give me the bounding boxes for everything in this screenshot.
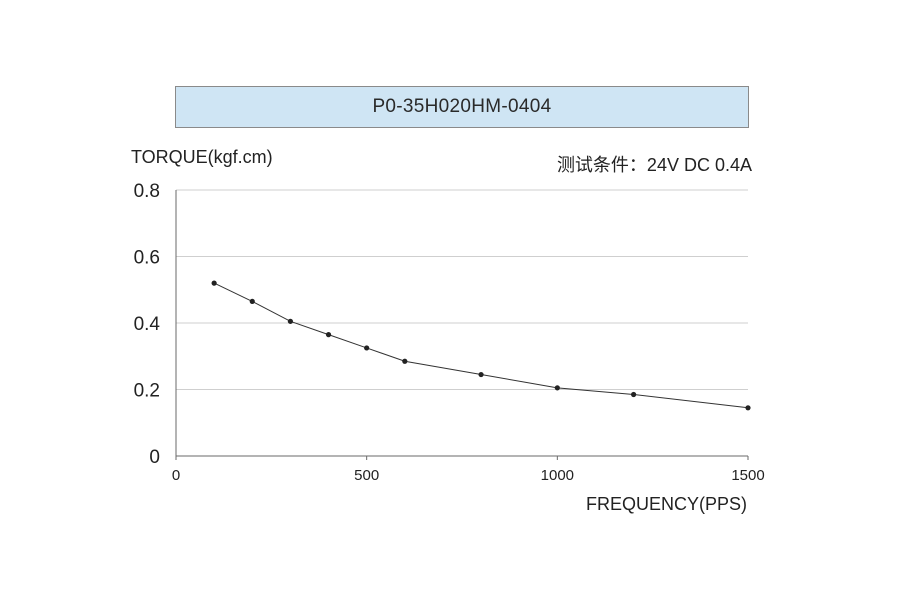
data-point-0 (211, 280, 217, 286)
data-point-2 (287, 318, 293, 324)
x-tick-label-1: 500 (354, 467, 379, 484)
tick-layer: 0 0.2 0.4 0.6 0.8 0 500 1000 1500 (134, 181, 765, 484)
chart-title: P0-35H020HM-0404 (372, 96, 552, 117)
series-layer (211, 280, 751, 411)
grid-layer (176, 189, 748, 390)
y-tick-label-3: 0.6 (134, 248, 160, 269)
data-point-4 (364, 345, 370, 351)
x-tick-label-3: 1500 (731, 467, 764, 484)
axis-layer (175, 190, 748, 457)
series-line-0 (213, 282, 749, 409)
data-point-1 (249, 298, 255, 304)
data-point-8 (631, 391, 637, 398)
x-tick-label-0: 0 (172, 467, 180, 484)
data-point-5 (402, 358, 408, 364)
chart-title-box: P0-35H020HM-0404 (175, 86, 749, 128)
y-tick-label-2: 0.4 (134, 314, 161, 335)
y-tick-label-4: 0.8 (134, 181, 160, 202)
y-tick-label-1: 0.2 (134, 381, 160, 402)
test-condition: 测试条件：24V DC 0.4A (556, 155, 752, 175)
data-point-7 (554, 385, 560, 391)
data-point-3 (325, 332, 332, 338)
y-tick-label-0: 0 (149, 447, 160, 468)
data-point-9 (745, 405, 751, 411)
x-axis-label: FREQUENCY(PPS) (585, 494, 747, 514)
y-axis-label: TORQUE(kgf.cm) (131, 147, 273, 167)
x-tick-label-2: 1000 (541, 467, 574, 484)
data-point-6 (478, 371, 484, 378)
